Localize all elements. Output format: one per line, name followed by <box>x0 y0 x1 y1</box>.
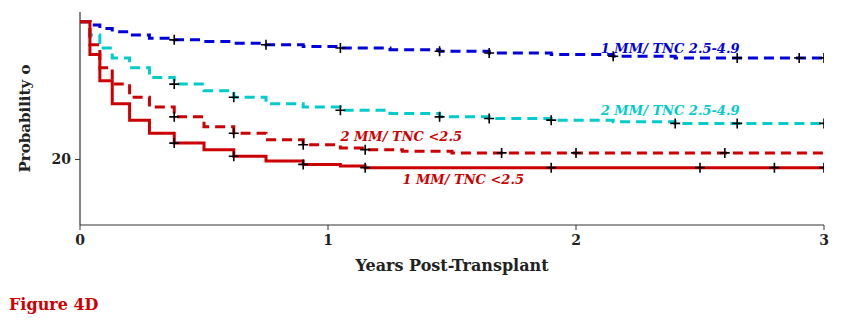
censor-mark <box>484 48 494 58</box>
censor-mark <box>298 140 308 150</box>
survival-curve <box>80 22 824 58</box>
censor-mark <box>732 118 742 128</box>
figure-label: Figure 4D <box>9 295 99 314</box>
censor-mark <box>484 114 494 124</box>
censor-mark <box>229 151 239 161</box>
annotation: 1 MM/ TNC 2.5-4.9 <box>601 41 740 56</box>
censor-mark <box>435 46 445 56</box>
censor-mark <box>169 79 179 89</box>
censor-mark <box>720 148 730 158</box>
censor-mark <box>571 148 581 158</box>
censor-mark <box>546 163 556 173</box>
x-tick <box>576 225 577 230</box>
censor-mark <box>169 138 179 148</box>
y-axis-label: Probability o <box>16 65 34 173</box>
censor-mark <box>169 112 179 122</box>
plot-area <box>80 22 824 173</box>
x-tick-label: 0 <box>75 232 85 248</box>
survival-curve <box>80 22 824 153</box>
x-axis-label: Years Post-Transplant <box>354 256 549 275</box>
y-tick-label: 20 <box>52 151 72 167</box>
annotation: 2 MM/ TNC <2.5 <box>339 129 462 144</box>
x-tick-label: 2 <box>571 232 581 248</box>
censor-mark <box>819 163 824 173</box>
censor-mark <box>794 53 804 63</box>
censor-mark <box>360 163 370 173</box>
x-axis <box>80 224 824 225</box>
censor-mark <box>169 35 179 45</box>
x-tick-label: 3 <box>819 232 829 248</box>
censor-mark <box>695 163 705 173</box>
y-axis <box>79 12 80 225</box>
censor-mark <box>546 115 556 125</box>
x-tick <box>80 225 81 230</box>
censor-mark <box>497 148 507 158</box>
censor-mark <box>670 118 680 128</box>
chart: 0 1 2 3 20 Years Post-Transplant Probability o… <box>0 0 844 322</box>
censor-mark <box>229 128 239 138</box>
survival-curve <box>80 22 824 168</box>
y-tick <box>75 159 80 160</box>
censor-mark <box>360 145 370 155</box>
censor-mark <box>435 112 445 122</box>
censor-mark <box>819 53 824 63</box>
censor-mark <box>769 163 779 173</box>
censor-mark <box>298 159 308 169</box>
x-tick <box>824 225 825 230</box>
censor-mark <box>229 92 239 102</box>
annotation: 2 MM/ TNC 2.5-4.9 <box>600 103 740 118</box>
survival-curve <box>80 22 824 124</box>
annotation: 1 MM/ TNC <2.5 <box>402 172 524 187</box>
censor-mark <box>261 40 271 50</box>
x-tick <box>328 225 329 230</box>
censor-mark <box>335 105 345 115</box>
censor-mark <box>335 43 345 53</box>
censor-mark <box>819 118 824 128</box>
x-tick-label: 1 <box>323 232 333 248</box>
